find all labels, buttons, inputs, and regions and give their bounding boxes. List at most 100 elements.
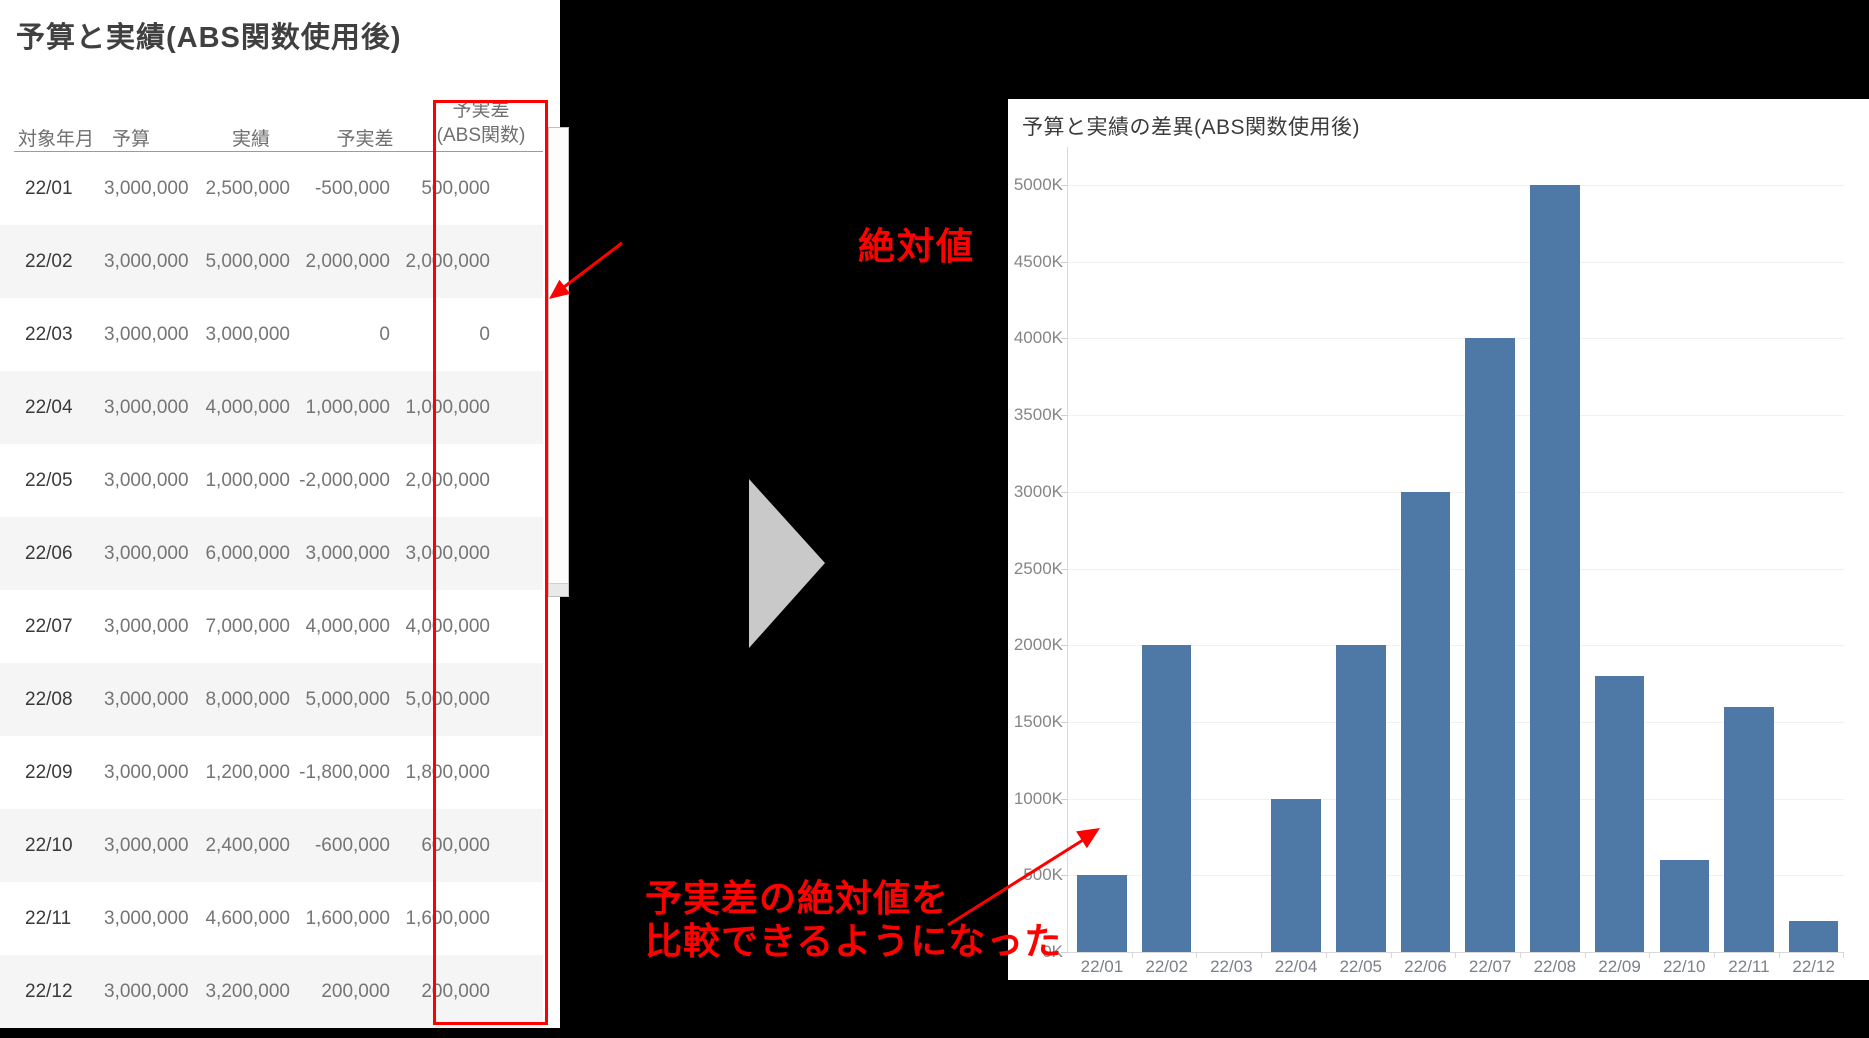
cell-diff: -500,000 (314, 177, 390, 199)
table-row: 22/06 3,000,000 6,000,000 3,000,000 3,000,00… (0, 517, 560, 590)
scrollbar-thumb-end (549, 583, 568, 596)
bar-22/10[interactable] (1659, 859, 1709, 952)
x-tick-label: 22/04 (1274, 957, 1318, 976)
table-row: 22/12 3,000,000 3,200,000 200,000 200,000 (0, 955, 560, 1028)
y-tick-label: 1000K (1013, 788, 1063, 808)
y-axis-line (1067, 147, 1068, 953)
bar-22/09[interactable] (1594, 675, 1645, 952)
bar-22/12[interactable] (1788, 921, 1839, 952)
gridline (1068, 721, 1844, 723)
cell-budget: 3,000,000 (104, 907, 189, 929)
bar-22/01[interactable] (1077, 875, 1127, 952)
bar-22/07[interactable] (1465, 338, 1515, 952)
cell-actual: 2,500,000 (205, 177, 290, 199)
x-tick-label: 22/09 (1598, 957, 1641, 976)
y-tick-mark (1061, 415, 1067, 417)
cell-actual: 3,000,000 (205, 323, 290, 345)
cell-month: 22/07 (25, 615, 73, 637)
cell-month: 22/06 (25, 542, 73, 564)
cell-abs: 3,000,000 (405, 542, 490, 564)
gridline (1068, 185, 1844, 186)
gridline (1068, 568, 1844, 570)
y-tick-label: 0K (1042, 942, 1063, 961)
cell-budget: 3,000,000 (104, 980, 189, 1002)
cell-month: 22/08 (25, 688, 73, 710)
chart-title: 予算と実績の差異(ABS関数使用後) (1022, 116, 1361, 139)
cell-budget: 3,000,000 (104, 250, 189, 272)
gridline (1068, 645, 1844, 647)
annotation-comparison-note: 予実差の絶対値を 比較できるようになった (645, 877, 1062, 963)
table-title: 予算と実績(ABS関数使用後) (16, 22, 402, 54)
cell-actual: 8,000,000 (205, 688, 290, 710)
cell-abs: 2,000,000 (405, 250, 490, 272)
bar-22/08[interactable] (1530, 185, 1580, 952)
x-tick-label: 22/08 (1533, 957, 1577, 976)
x-tick-label: 22/05 (1339, 957, 1383, 976)
y-tick-label: 4500K (1013, 251, 1063, 271)
cell-abs: 200,000 (421, 980, 490, 1002)
table-row: 22/04 3,000,000 4,000,000 1,000,000 1,000,00… (0, 371, 560, 444)
y-tick-label: 3000K (1013, 481, 1063, 501)
table-scrollbar[interactable] (548, 127, 569, 597)
x-tick-mark (1714, 952, 1715, 958)
x-tick-label: 22/03 (1210, 957, 1253, 976)
cell-month: 22/03 (25, 323, 73, 345)
gridline (1068, 491, 1844, 493)
transition-triangle-icon (749, 479, 825, 648)
cell-abs: 1,000,000 (405, 396, 490, 418)
bar-22/06[interactable] (1400, 491, 1451, 952)
cell-diff: -2,000,000 (299, 469, 390, 491)
y-tick-mark (1061, 338, 1067, 340)
cell-month: 22/12 (25, 980, 73, 1002)
cell-diff: 1,000,000 (305, 396, 390, 418)
cell-budget: 3,000,000 (104, 542, 189, 564)
cell-abs: 5,000,000 (405, 688, 490, 710)
table-row: 22/11 3,000,000 4,600,000 1,600,000 1,600,00… (0, 882, 560, 955)
cell-budget: 3,000,000 (104, 834, 189, 856)
x-tick-label: 22/12 (1792, 957, 1835, 976)
cell-diff: 4,000,000 (305, 615, 390, 637)
x-tick-label: 22/02 (1145, 957, 1188, 976)
cell-diff: -600,000 (314, 834, 390, 856)
table-row: 22/08 3,000,000 8,000,000 5,000,000 5,000,00… (0, 663, 560, 736)
x-tick-mark (1325, 952, 1327, 958)
cell-abs: 4,000,000 (405, 615, 490, 637)
gridline (1068, 875, 1844, 877)
cell-diff: 200,000 (321, 980, 390, 1002)
cell-budget: 3,000,000 (104, 323, 189, 345)
cell-diff: 1,600,000 (305, 907, 390, 929)
y-tick-label: 3500K (1013, 405, 1063, 425)
column-header-abs-diff: 予実差 (ABS関数) (437, 98, 526, 148)
bar-22/04[interactable] (1271, 798, 1321, 952)
cell-abs: 0 (479, 323, 490, 345)
cell-actual: 6,000,000 (205, 542, 290, 564)
y-tick-mark (1061, 798, 1067, 800)
annotation-comparison-note-line2: 比較できるようになった (645, 921, 1063, 962)
y-tick-label: 1500K (1013, 711, 1063, 731)
bar-22/02[interactable] (1141, 645, 1192, 952)
cell-month: 22/05 (25, 469, 73, 491)
budget-actual-table-panel: 予算と実績(ABS関数使用後) 対象年月 予算 実績 予実差 予実差 (ABS関… (0, 0, 560, 1028)
column-header-diff: 予実差 (336, 129, 394, 150)
x-tick-mark (1649, 952, 1651, 958)
bar-22/05[interactable] (1336, 645, 1386, 952)
bar-22/11[interactable] (1724, 706, 1774, 952)
cell-month: 22/01 (25, 177, 73, 199)
cell-budget: 3,000,000 (104, 469, 189, 491)
column-header-abs-diff-line1: 予実差 (452, 100, 510, 121)
column-header-budget: 予算 (111, 129, 151, 150)
cell-budget: 3,000,000 (104, 615, 189, 637)
cell-abs: 500,000 (421, 177, 490, 199)
gridline (1068, 261, 1844, 263)
cell-actual: 7,000,000 (205, 615, 290, 637)
cell-month: 22/09 (25, 761, 73, 783)
cell-actual: 3,200,000 (205, 980, 290, 1002)
cell-abs: 1,800,000 (405, 761, 490, 783)
x-tick-mark (1196, 952, 1198, 958)
x-tick-mark (1390, 952, 1392, 958)
table-row: 22/01 3,000,000 2,500,000 -500,000 500,000 (0, 152, 560, 225)
cell-diff: 3,000,000 (305, 542, 390, 564)
y-tick-mark (1061, 721, 1067, 723)
table-row: 22/02 3,000,000 5,000,000 2,000,000 2,000,00… (0, 225, 560, 298)
x-tick-label: 22/01 (1080, 957, 1124, 976)
